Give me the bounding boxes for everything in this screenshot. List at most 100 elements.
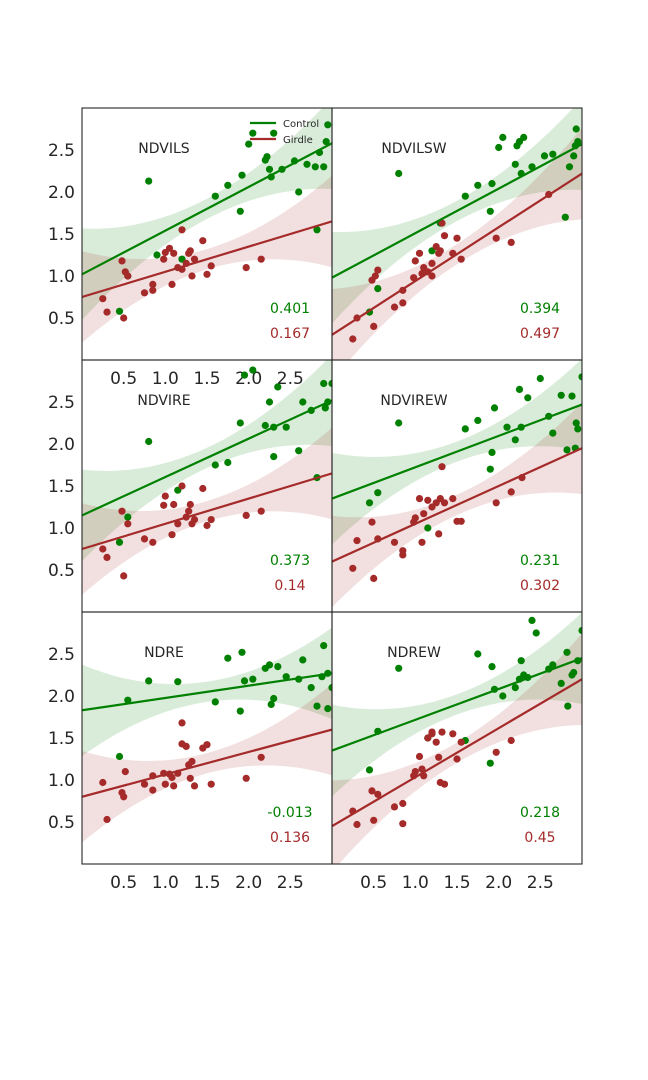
girdle-point — [168, 280, 176, 288]
control-point — [486, 759, 494, 767]
girdle-point — [161, 492, 169, 500]
girdle-point — [199, 237, 207, 245]
girdle-point — [428, 259, 436, 267]
girdle-fit-line — [82, 220, 332, 299]
control-point — [295, 447, 303, 455]
control-point — [578, 373, 582, 381]
girdle-point — [170, 782, 178, 790]
girdle-point — [190, 516, 199, 524]
y-tick-label: 2.0 — [48, 183, 75, 203]
control-point — [224, 181, 232, 189]
control-point — [486, 465, 494, 473]
control-point — [461, 425, 469, 433]
girdle-point — [353, 537, 361, 545]
control-point — [270, 129, 278, 137]
girdle-point — [453, 234, 461, 242]
girdle-point — [492, 748, 500, 756]
girdle-point — [207, 516, 215, 524]
girdle-point — [440, 780, 449, 788]
control-point — [274, 383, 282, 391]
control-point — [572, 419, 580, 427]
control-point — [313, 702, 321, 710]
girdle-point — [507, 238, 515, 246]
girdle-fit-line — [82, 728, 332, 798]
girdle-point — [411, 768, 419, 776]
girdle-point — [118, 257, 126, 265]
control-point — [303, 160, 311, 168]
y-tick-label: 1.5 — [48, 225, 75, 245]
girdle-point — [207, 262, 215, 270]
x-tick-label: 2.0 — [235, 873, 262, 893]
control-point — [532, 629, 540, 637]
girdle-point — [170, 500, 178, 509]
girdle-point — [399, 820, 407, 828]
control-point — [236, 419, 244, 427]
girdle-fit-line — [82, 472, 332, 551]
control-stat-label: -0.013 — [267, 805, 312, 821]
control-point — [270, 453, 278, 461]
control-point — [488, 448, 496, 456]
control-point — [320, 163, 328, 171]
control-point — [295, 188, 303, 196]
control-point — [224, 654, 232, 662]
control-point — [265, 165, 274, 173]
control-point — [267, 700, 275, 709]
girdle-point — [140, 780, 149, 788]
control-point — [124, 696, 132, 704]
girdle-point — [449, 730, 457, 738]
panel-title: NDVILSW — [381, 141, 446, 157]
y-tick-label: 1.0 — [48, 519, 75, 539]
control-point — [561, 213, 569, 221]
girdle-point — [435, 530, 443, 538]
control-confidence-band — [332, 108, 582, 324]
girdle-point — [178, 482, 186, 490]
girdle-point — [178, 226, 186, 234]
girdle-point — [457, 255, 465, 263]
control-point — [578, 626, 582, 635]
girdle-point — [199, 484, 207, 493]
control-point — [474, 181, 482, 189]
control-point — [549, 150, 557, 158]
girdle-point — [185, 507, 193, 515]
girdle-point — [170, 249, 178, 257]
panel-title: NDVILS — [138, 141, 190, 157]
girdle-point — [371, 272, 379, 280]
girdle-point — [190, 255, 199, 263]
control-point — [528, 163, 536, 171]
girdle-confidence-band — [332, 127, 582, 360]
girdle-point — [415, 495, 424, 503]
girdle-point — [453, 755, 461, 763]
control-point — [313, 226, 321, 234]
control-stat-label: 0.231 — [520, 553, 560, 569]
girdle-point — [436, 247, 444, 255]
legend-label: Control — [283, 119, 319, 130]
control-point — [240, 677, 249, 685]
girdle-point — [140, 535, 149, 543]
girdle-point — [411, 257, 419, 265]
control-point — [374, 489, 382, 497]
control-point — [282, 423, 290, 431]
panel-title: NDREW — [387, 645, 441, 661]
girdle-fit-line — [332, 172, 582, 336]
girdle-point — [492, 499, 500, 507]
control-point — [474, 650, 482, 658]
girdle-fit-line — [332, 447, 582, 563]
control-point — [549, 429, 557, 437]
y-tick-label: 1.5 — [48, 477, 75, 497]
girdle-point — [374, 266, 382, 274]
girdle-point — [99, 545, 107, 553]
girdle-point — [242, 511, 250, 519]
girdle-point — [349, 335, 357, 343]
control-point — [572, 125, 580, 133]
control-point — [490, 404, 499, 412]
y-tick-label: 2.5 — [48, 645, 75, 665]
girdle-point — [203, 270, 211, 278]
control-point — [174, 678, 182, 686]
control-point — [270, 694, 278, 703]
girdle-point — [190, 782, 199, 790]
control-point — [499, 133, 507, 141]
control-point — [495, 143, 503, 152]
girdle-stat-label: 0.167 — [270, 326, 310, 342]
girdle-point — [390, 303, 399, 311]
